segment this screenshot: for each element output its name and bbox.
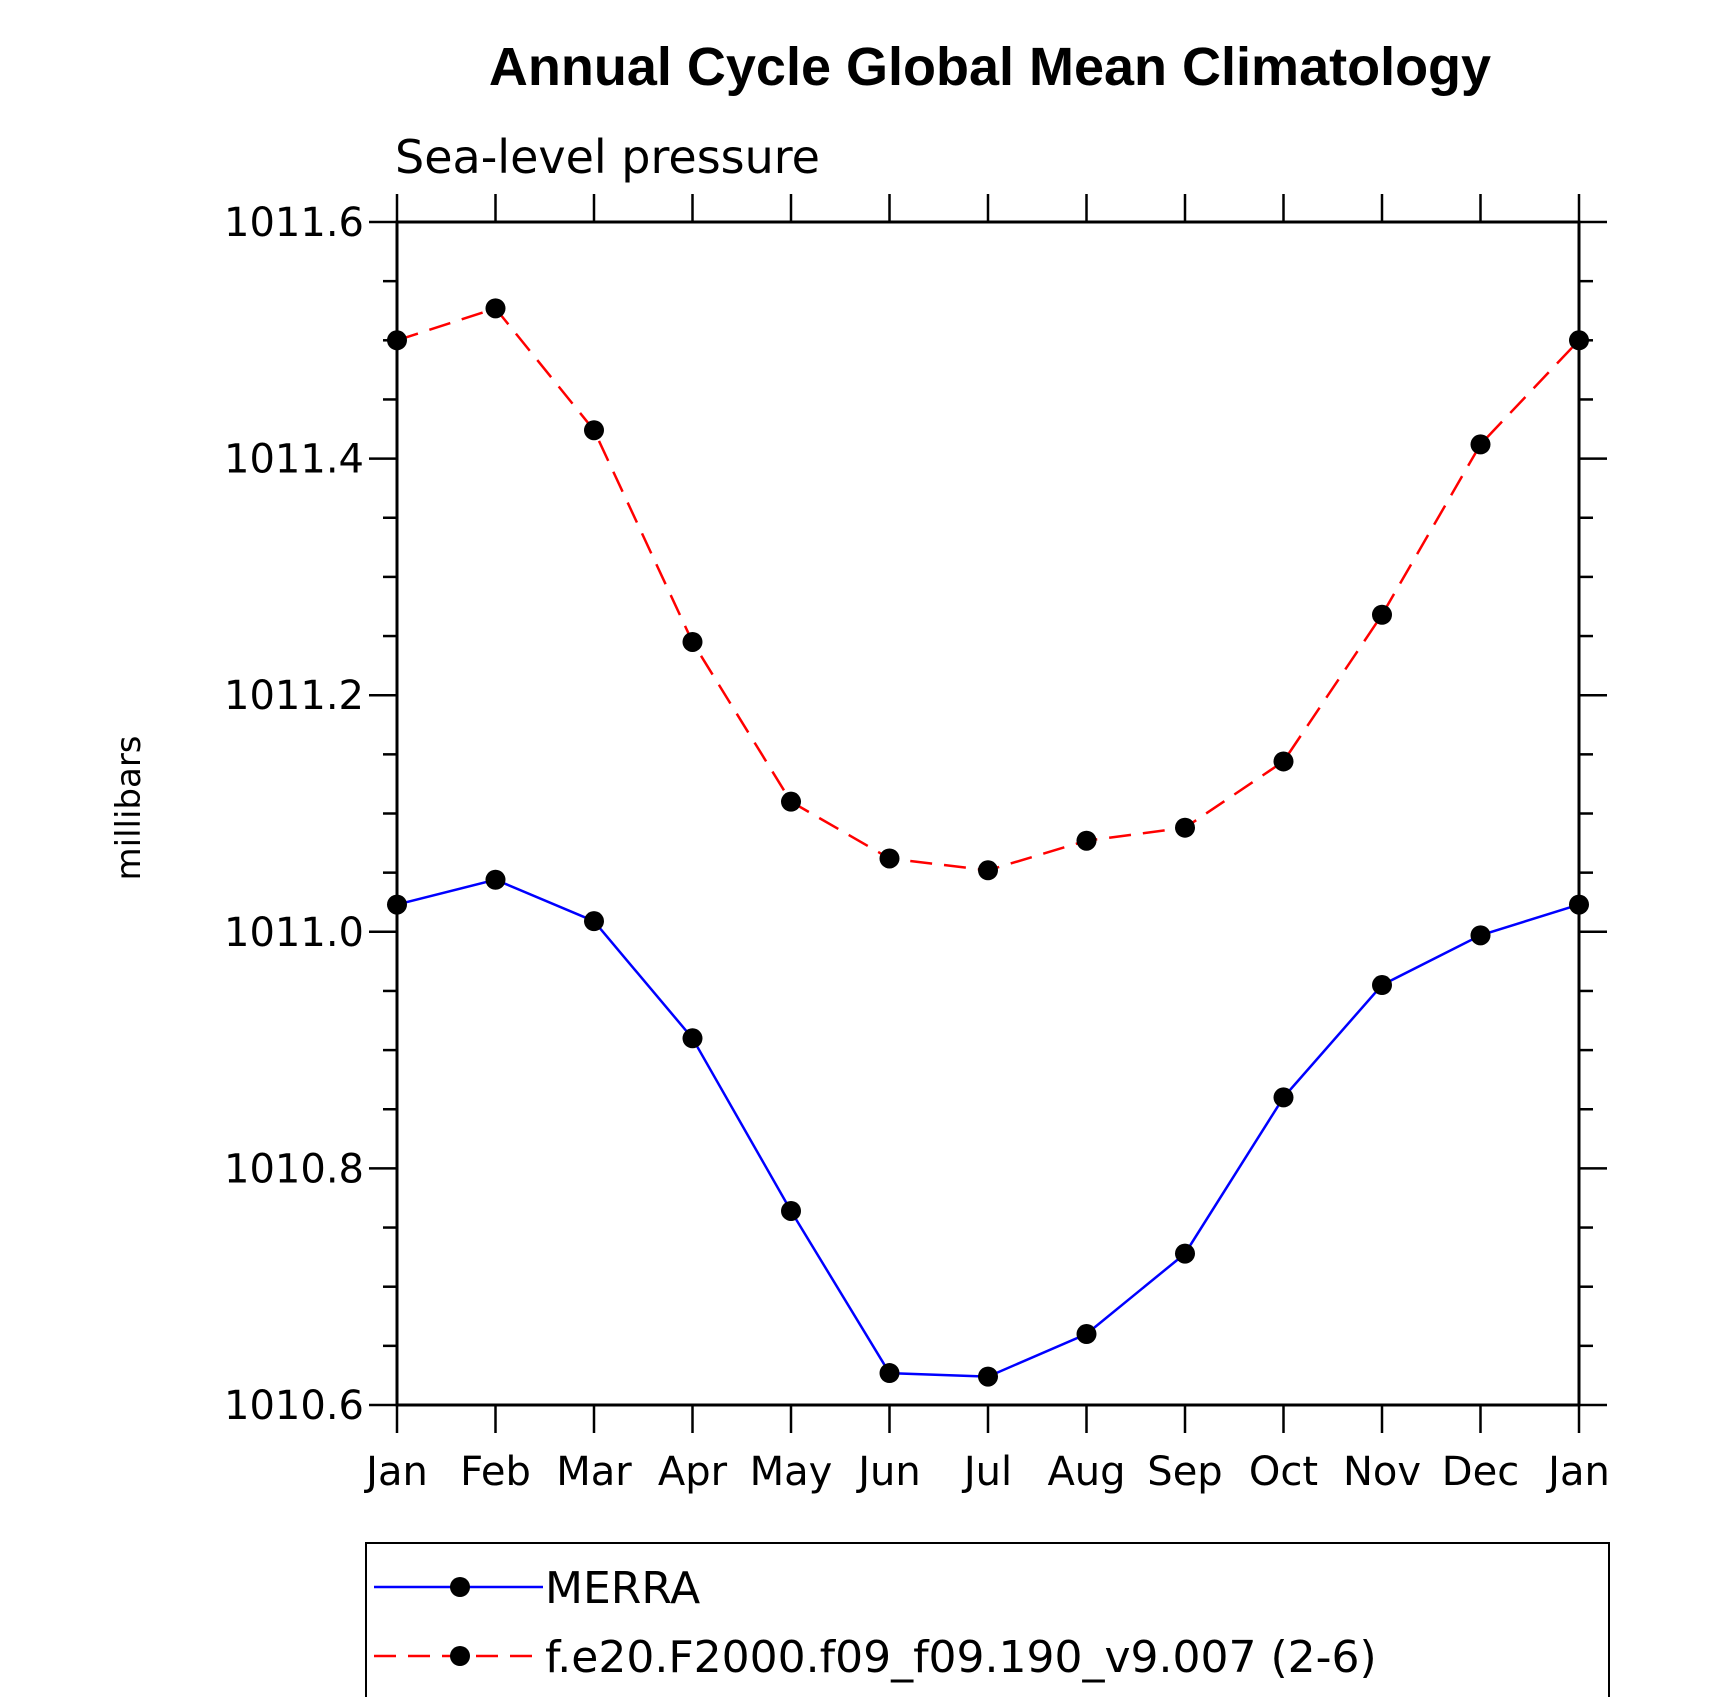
series-0-point — [584, 911, 604, 932]
series-1-point — [1076, 830, 1097, 851]
x-tick-label: Feb — [460, 1449, 531, 1495]
y-tick-label: 1011.6 — [224, 200, 364, 246]
series-1-point — [781, 791, 801, 812]
series-1-point — [584, 420, 604, 441]
x-tick-label: Jan — [1545, 1449, 1610, 1495]
series-0-point — [485, 869, 506, 890]
series-line-0 — [396, 878, 1580, 1378]
x-tick-label: Oct — [1249, 1449, 1318, 1495]
series-1-point — [1273, 751, 1294, 772]
y-tick-label: 1011.0 — [224, 910, 364, 956]
x-tick-label: Mar — [556, 1449, 632, 1495]
series-0-point — [1569, 894, 1589, 915]
series-1-point — [978, 860, 998, 881]
y-axis-label: millibars — [109, 735, 149, 880]
series-1-point — [1470, 434, 1491, 455]
x-tick-label: Jun — [855, 1449, 921, 1495]
x-tick-label: Apr — [658, 1449, 728, 1495]
series-1-point — [1372, 604, 1392, 625]
series-0-point — [1470, 925, 1491, 946]
y-tick-label: 1010.8 — [224, 1146, 364, 1192]
chart-subtitle: Sea-level pressure — [395, 130, 820, 184]
legend-marker-merra — [450, 1577, 470, 1597]
y-axis: 1010.6 1010.8 1011.0 1011.2 1011.4 1011.6 — [224, 200, 1607, 1429]
x-tick-label: Jul — [961, 1449, 1012, 1495]
x-tick-label: Sep — [1147, 1449, 1222, 1495]
legend-frame — [365, 1542, 1610, 1697]
legend-label-model: f.e20.F2000.f09_f09.190_v9.007 (2-6) — [545, 1632, 1377, 1683]
series-1-point — [879, 848, 900, 869]
series-1-point — [682, 631, 703, 652]
y-tick-label: 1011.4 — [224, 437, 364, 483]
x-tick-label: Aug — [1047, 1449, 1125, 1495]
x-tick-label: Dec — [1442, 1449, 1519, 1495]
series-1-point — [1569, 330, 1589, 351]
series-1-point — [485, 298, 506, 319]
series-0-point — [1372, 975, 1392, 996]
series-0-point — [1076, 1324, 1097, 1345]
y-tick-label: 1011.2 — [224, 673, 364, 719]
series-0-point — [1273, 1087, 1294, 1108]
x-tick-label: Jan — [363, 1449, 428, 1495]
series-0-point — [781, 1200, 801, 1221]
x-tick-label: Nov — [1343, 1449, 1421, 1495]
series-layer — [387, 298, 1589, 1387]
series-0-point — [879, 1363, 900, 1384]
x-tick-label: May — [750, 1449, 833, 1495]
plot-frame — [395, 220, 1581, 1407]
series-line-1 — [396, 306, 1580, 872]
series-1-point — [387, 330, 407, 351]
legend-label-merra: MERRA — [545, 1563, 700, 1614]
series-0-point — [682, 1028, 703, 1049]
chart-title: Annual Cycle Global Mean Climatology — [489, 37, 1491, 97]
legend-marker-model — [450, 1646, 470, 1666]
series-1-point — [1175, 817, 1195, 838]
y-tick-label: 1010.6 — [224, 1383, 364, 1429]
series-0-point — [387, 894, 407, 915]
series-0-point — [978, 1366, 998, 1387]
series-0-point — [1175, 1243, 1195, 1264]
legend: MERRA f.e20.F2000.f09_f09.190_v9.007 (2-… — [365, 1542, 1610, 1697]
x-axis: Jan Feb Mar Apr May Jun Jul Aug Sep Oct Nov Dec Jan — [363, 194, 1610, 1495]
